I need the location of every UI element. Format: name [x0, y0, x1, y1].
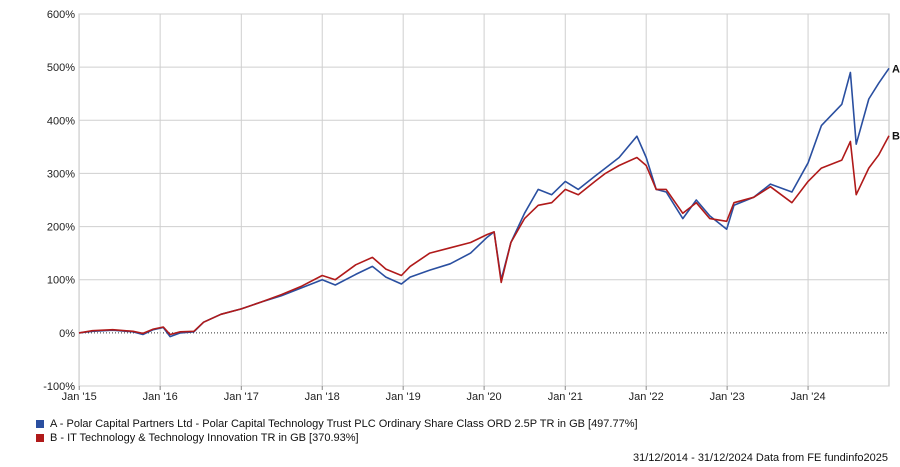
legend-item-a: A - Polar Capital Partners Ltd - Polar C…	[36, 417, 638, 431]
footer-note: 31/12/2014 - 31/12/2024 Data from FE fun…	[632, 452, 888, 464]
x-tick-label: Jan '24	[790, 391, 825, 403]
x-tick-label: Jan '23	[710, 391, 745, 403]
y-tick-label: -100%	[43, 381, 75, 393]
y-tick-label: 200%	[47, 222, 75, 234]
x-tick-label: Jan '17	[224, 391, 259, 403]
y-tick-label: 600%	[47, 9, 75, 21]
series-layer	[78, 67, 890, 338]
series-line-b	[78, 135, 890, 336]
y-tick-label: 300%	[47, 168, 75, 180]
y-tick-label: 0%	[59, 328, 75, 340]
y-tick-label: 100%	[47, 275, 75, 287]
y-tick-label: 500%	[47, 62, 75, 74]
y-axis-labels: -100% 0% 100% 200% 300% 400% 500% 600%	[43, 9, 75, 393]
x-tick-label: Jan '15	[62, 391, 97, 403]
y-tick-label: 400%	[47, 115, 75, 127]
legend-item-b: B - IT Technology & Technology Innovatio…	[36, 431, 638, 445]
x-tick-label: Jan '19	[386, 391, 421, 403]
legend-swatch-b	[36, 434, 44, 442]
x-tick-label: Jan '20	[467, 391, 502, 403]
x-tick-label: Jan '16	[143, 391, 178, 403]
legend: A - Polar Capital Partners Ltd - Polar C…	[36, 417, 638, 445]
x-tick-label: Jan '21	[548, 391, 583, 403]
x-tick-label: Jan '22	[629, 391, 664, 403]
x-axis-labels: Jan '15 Jan '16 Jan '17 Jan '18 Jan '19 Jan '…	[62, 391, 826, 403]
x-tick-label: Jan '18	[305, 391, 340, 403]
series-end-label-a: A	[892, 63, 900, 75]
legend-label-a: A - Polar Capital Partners Ltd - Polar C…	[50, 418, 638, 430]
legend-swatch-a	[36, 420, 44, 428]
legend-label-b: B - IT Technology & Technology Innovatio…	[50, 432, 359, 444]
series-end-label-b: B	[892, 131, 900, 143]
end-labels: AB	[892, 63, 900, 142]
grid	[78, 13, 890, 390]
